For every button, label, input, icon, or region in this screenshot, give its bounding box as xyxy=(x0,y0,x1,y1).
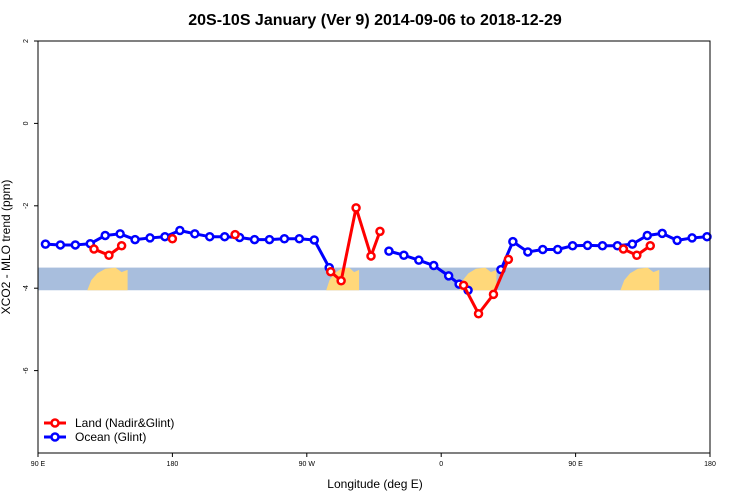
data-point xyxy=(552,244,563,255)
data-point xyxy=(597,241,608,251)
x-tick-label: 180 xyxy=(704,461,716,468)
series-ocean xyxy=(40,225,712,296)
data-point xyxy=(100,230,110,241)
data-point xyxy=(40,239,51,249)
land-segment xyxy=(87,267,128,291)
data-point xyxy=(55,240,66,250)
data-point xyxy=(627,239,638,249)
x-axis-title: Longitude (deg E) xyxy=(327,477,422,491)
legend-marker xyxy=(50,418,60,428)
data-point xyxy=(458,280,469,291)
data-point xyxy=(167,234,178,244)
data-point xyxy=(175,225,185,236)
land-segment xyxy=(620,267,660,291)
data-point xyxy=(523,247,533,257)
data-point xyxy=(375,226,385,237)
y-tick-label: 2 xyxy=(23,39,30,43)
data-point xyxy=(325,266,336,277)
y-tick-label: -4 xyxy=(23,285,30,291)
data-point xyxy=(145,233,155,243)
data-point xyxy=(618,244,629,254)
data-point xyxy=(309,235,320,245)
series-line xyxy=(462,258,510,316)
data-point xyxy=(582,240,593,251)
data-point xyxy=(115,229,125,239)
data-point xyxy=(428,260,439,271)
y-axis: 2 0 -2 -4 -6 xyxy=(23,39,38,374)
x-tick-label: 90 E xyxy=(31,461,46,468)
data-point xyxy=(687,233,697,243)
data-point xyxy=(70,240,81,250)
ocean-band xyxy=(38,267,710,291)
data-point xyxy=(130,234,140,245)
data-point xyxy=(645,241,656,251)
data-point xyxy=(443,271,454,281)
x-axis: 90 E 180 90 W 0 90 E 180 xyxy=(31,453,716,468)
chart-title: 20S-10S January (Ver 9) 2014-09-06 to 20… xyxy=(188,12,562,29)
data-point xyxy=(116,241,127,251)
data-point xyxy=(488,289,499,300)
land-ocean-band xyxy=(38,267,710,291)
data-point xyxy=(264,234,275,245)
data-point xyxy=(399,250,409,260)
y-tick-label: -2 xyxy=(23,203,30,209)
legend-label: Ocean (Glint) xyxy=(75,430,146,444)
x-tick-label: 0 xyxy=(439,461,443,468)
data-point xyxy=(190,229,200,239)
data-point xyxy=(279,234,290,244)
data-point xyxy=(567,241,578,251)
data-point xyxy=(632,250,642,260)
data-point xyxy=(294,234,305,244)
data-point xyxy=(160,231,170,242)
data-point xyxy=(230,229,240,240)
data-point xyxy=(702,231,712,242)
data-point xyxy=(657,228,667,239)
data-point xyxy=(336,276,346,286)
data-point xyxy=(642,230,653,241)
legend-label: Land (Nadir&Glint) xyxy=(75,416,174,430)
data-point xyxy=(508,236,518,247)
data-point xyxy=(366,251,376,261)
data-point xyxy=(249,234,260,245)
data-point xyxy=(384,246,394,256)
data-point xyxy=(219,231,230,242)
data-point xyxy=(414,255,424,265)
legend: Land (Nadir&Glint)Ocean (Glint) xyxy=(44,416,174,444)
x-tick-label: 90 W xyxy=(299,461,316,468)
data-point xyxy=(537,244,548,255)
legend-marker xyxy=(50,432,60,442)
data-point xyxy=(104,250,114,260)
plot-frame xyxy=(37,40,711,454)
x-tick-label: 180 xyxy=(167,461,179,468)
data-point xyxy=(473,308,484,319)
data-point xyxy=(672,235,682,246)
data-point xyxy=(89,244,99,254)
data-point xyxy=(503,254,514,265)
y-axis-title: XCO2 - MLO trend (ppm) xyxy=(0,180,13,315)
series-land xyxy=(89,203,656,319)
y-tick-label: 0 xyxy=(23,121,30,125)
series-layer xyxy=(40,203,712,319)
data-point xyxy=(204,231,215,242)
y-tick-label: -6 xyxy=(23,367,30,373)
data-point xyxy=(351,203,361,213)
land-segment xyxy=(459,267,497,291)
x-tick-label: 90 E xyxy=(568,461,583,468)
